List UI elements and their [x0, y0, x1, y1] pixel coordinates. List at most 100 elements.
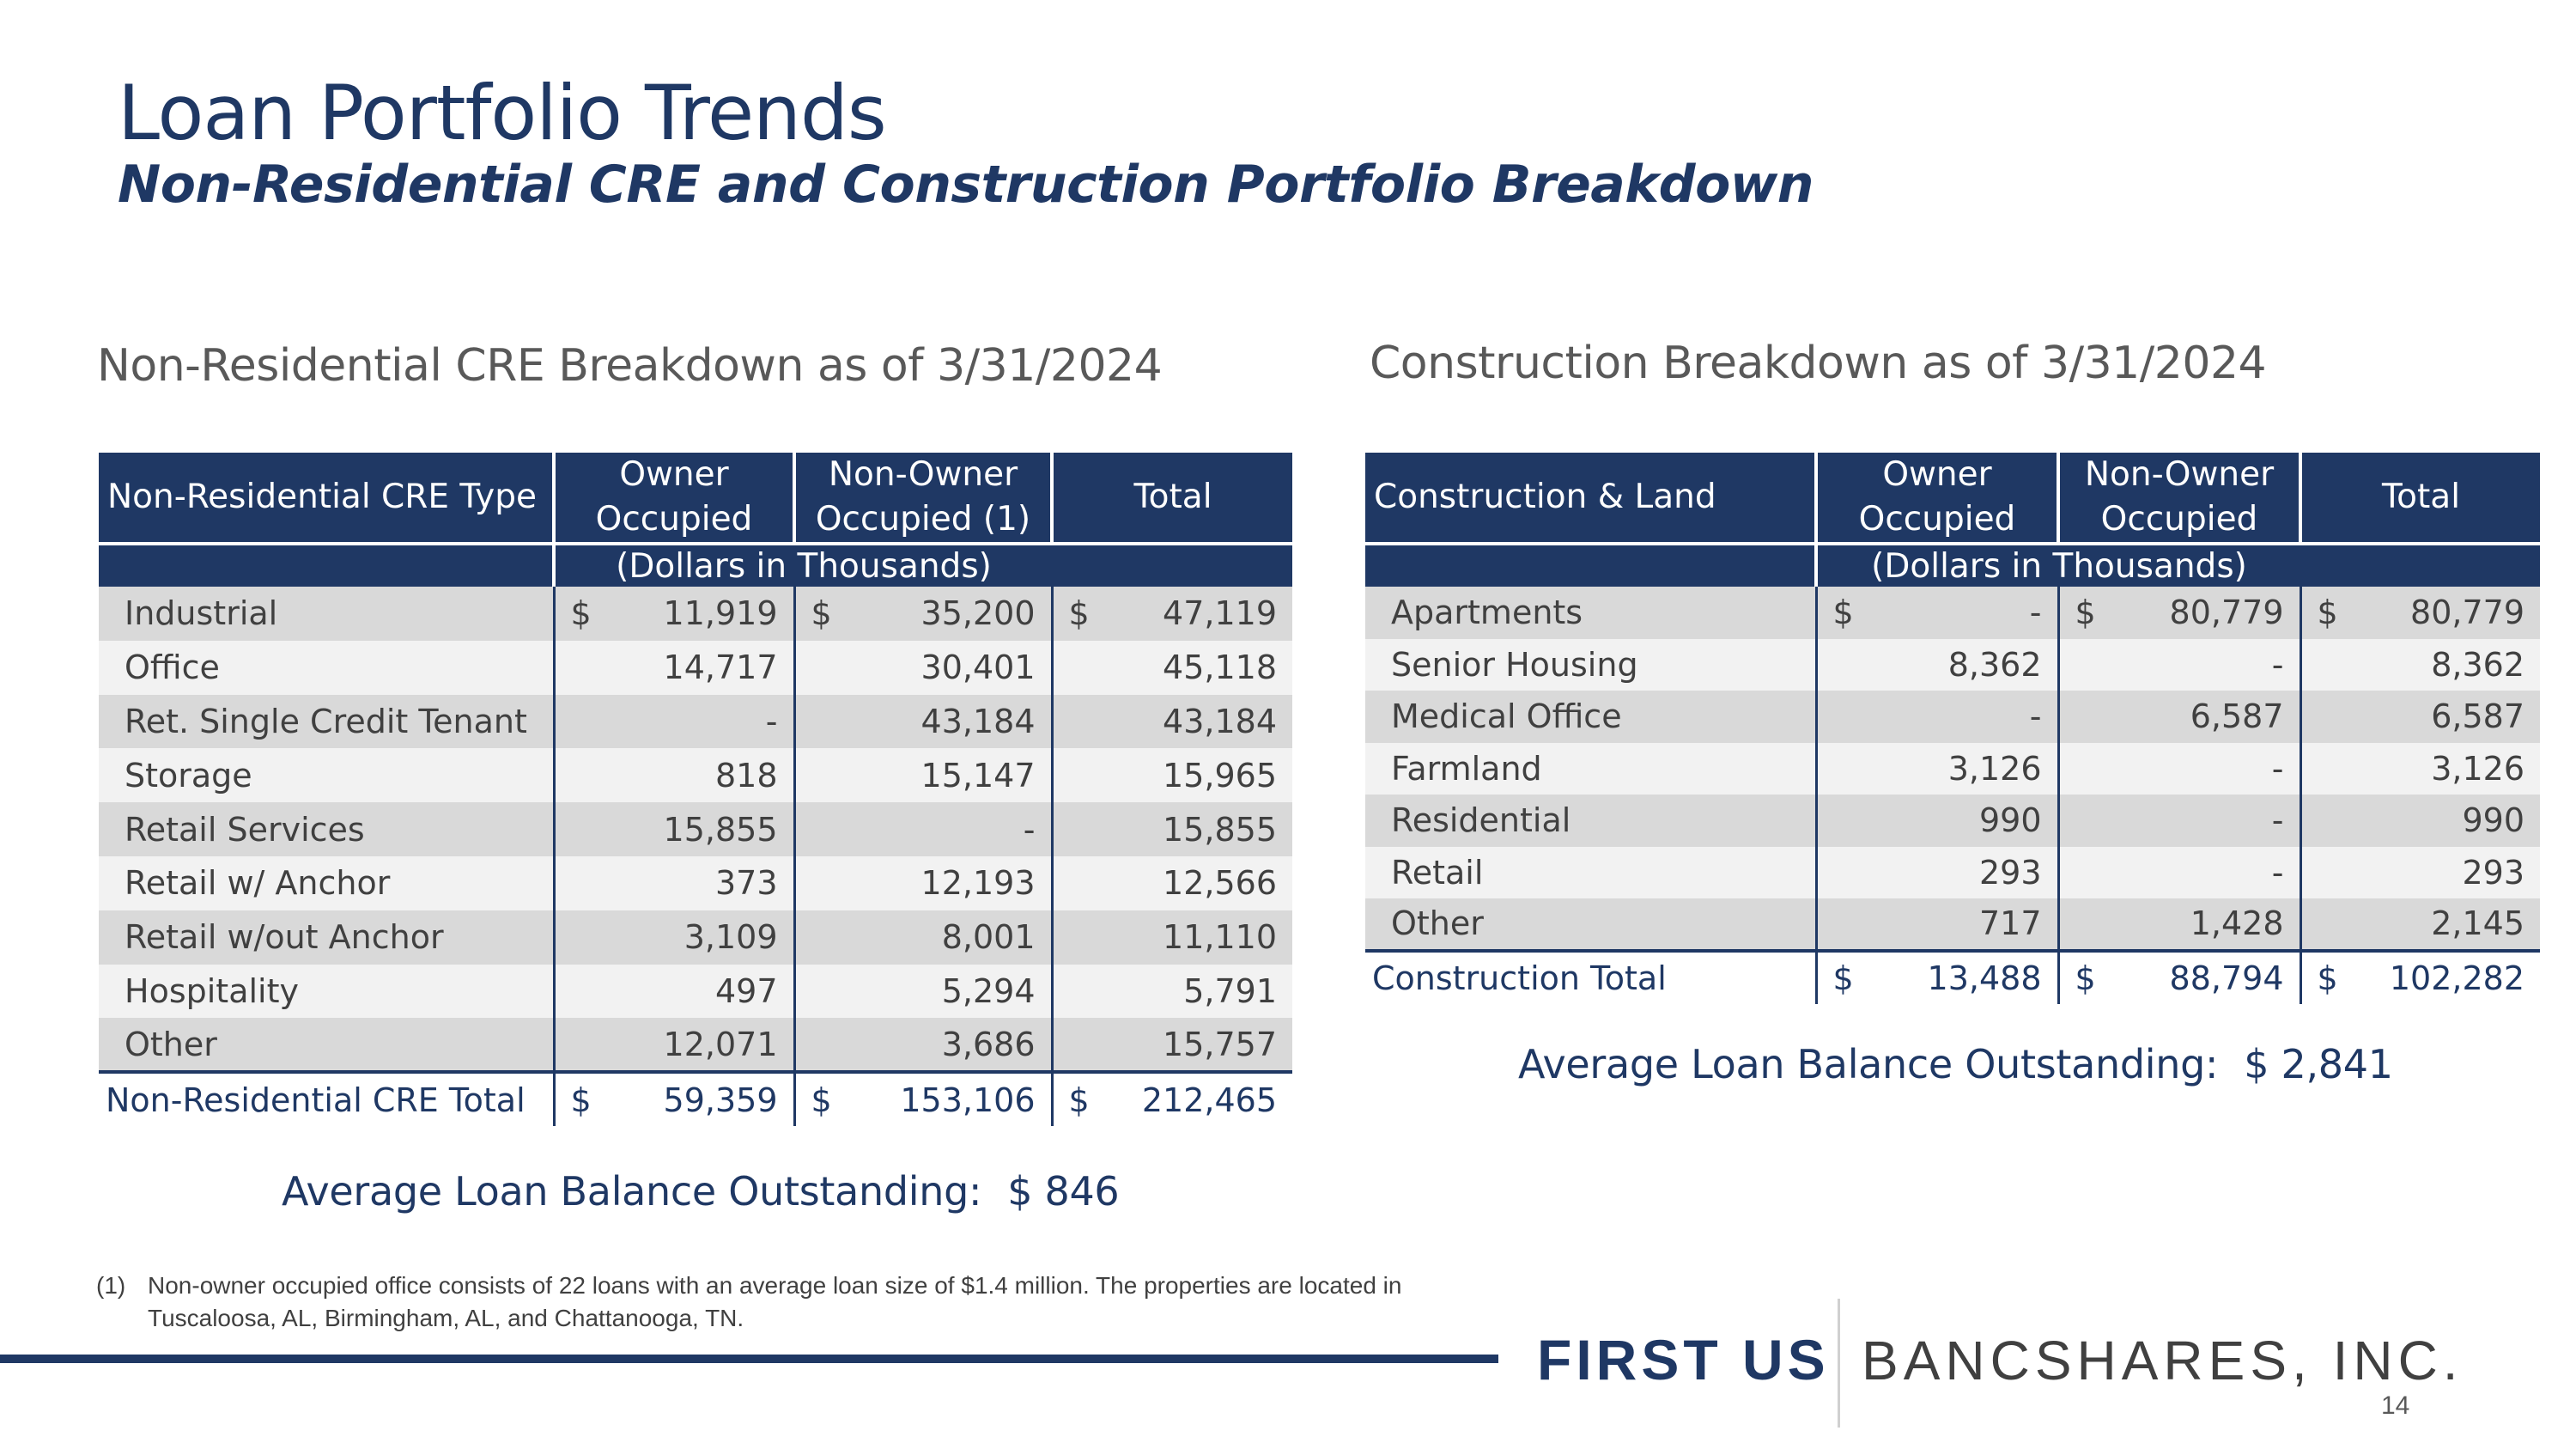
cre-row-owner: 497 — [552, 964, 794, 1019]
construction-row-owner-value: 990 — [1978, 801, 2042, 840]
construction-row-owner-value: 8,362 — [1947, 645, 2042, 684]
cre-row-owner: $11,919 — [552, 587, 794, 641]
page-subtitle: Non-Residential CRE and Construction Por… — [118, 155, 1814, 215]
construction-row-label: Residential — [1365, 795, 1816, 847]
construction-row-total-value: 6,587 — [2431, 697, 2524, 736]
construction-units-blank — [1365, 542, 1818, 587]
currency-symbol: $ — [1068, 1081, 1090, 1119]
construction-col-nonowner-line1: Non-Owner — [2084, 455, 2275, 494]
construction-row-owner: 8,362 — [1814, 638, 2058, 691]
construction-row-owner: 717 — [1814, 898, 2058, 951]
construction-row-label: Other — [1365, 898, 1816, 951]
cre-row-label: Industrial — [99, 587, 554, 641]
cre-col-total: Total — [1050, 453, 1292, 544]
table-row: Residential 990 - 990 — [1365, 795, 2540, 847]
footnote-text: Non-owner occupied office consists of 22… — [148, 1272, 1402, 1331]
construction-row-label: Farmland — [1365, 742, 1816, 795]
construction-row-total: 990 — [2299, 795, 2540, 847]
construction-row-total: 8,362 — [2299, 638, 2540, 691]
table-row: Other 12,071 3,686 15,757 — [99, 1018, 1292, 1073]
cre-row-total: $47,119 — [1050, 587, 1292, 641]
construction-row-nonowner: 6,587 — [2057, 691, 2300, 743]
logo-divider — [1838, 1299, 1840, 1428]
construction-row-total: 293 — [2299, 846, 2540, 898]
table-row: Retail w/out Anchor 3,109 8,001 11,110 — [99, 910, 1292, 965]
cre-row-owner: 12,071 — [552, 1018, 794, 1073]
construction-table-body: Apartments $ - $80,779 $80,779 Senior Housing… — [1365, 587, 2540, 951]
construction-total-label: Construction Total — [1365, 948, 1816, 1004]
cre-row-owner-value: - — [765, 702, 778, 740]
currency-symbol: $ — [1068, 594, 1090, 633]
cre-row-nonowner-value: 5,294 — [941, 971, 1036, 1010]
cre-row-owner: 373 — [552, 855, 794, 910]
construction-col-nonowner: Non-Owner Occupied — [2057, 453, 2300, 544]
currency-symbol: $ — [811, 594, 832, 633]
cre-row-owner-value: 818 — [714, 756, 778, 795]
cre-row-nonowner: 12,193 — [793, 855, 1052, 910]
footnote-marker: (1) — [96, 1272, 126, 1299]
cre-row-label: Retail w/ Anchor — [99, 855, 554, 910]
cre-units-label: (Dollars in Thousands) — [554, 542, 1052, 587]
cre-row-owner-value: 14,717 — [663, 648, 778, 687]
cre-row-owner: 3,109 — [552, 910, 794, 965]
cre-row-nonowner-value: - — [1023, 810, 1036, 849]
cre-total-owner: $59,359 — [552, 1070, 794, 1127]
cre-row-nonowner-value: 3,686 — [941, 1025, 1036, 1063]
construction-average-value: $ 2,841 — [2244, 1041, 2393, 1087]
table-row: Apartments $ - $80,779 $80,779 — [1365, 587, 2540, 639]
cre-row-owner-value: 11,919 — [663, 594, 778, 633]
construction-total-nonowner: $88,794 — [2057, 948, 2300, 1004]
cre-row-owner-value: 15,855 — [663, 810, 778, 849]
construction-row-total-value: 3,126 — [2431, 749, 2524, 788]
construction-row-nonowner: 1,428 — [2057, 898, 2300, 951]
construction-row-nonowner-value: 80,779 — [2169, 594, 2284, 632]
cre-row-nonowner: 5,294 — [793, 964, 1052, 1019]
cre-row-label: Retail w/out Anchor — [99, 910, 554, 965]
construction-row-owner: 293 — [1814, 846, 2058, 898]
cre-row-total-value: 15,965 — [1163, 756, 1277, 795]
construction-total-owner-value: 13,488 — [1927, 959, 2042, 997]
cre-row-nonowner-value: 30,401 — [920, 648, 1036, 687]
construction-row-owner-value: 717 — [1978, 904, 2042, 943]
cre-row-total-value: 47,119 — [1163, 594, 1277, 633]
table-row: Farmland 3,126 - 3,126 — [1365, 742, 2540, 795]
table-row: Hospitality 497 5,294 5,791 — [99, 964, 1292, 1019]
construction-average-label: Average Loan Balance Outstanding: — [1518, 1041, 2219, 1087]
construction-average-balance: Average Loan Balance Outstanding: $ 2,841 — [1518, 1041, 2393, 1087]
construction-row-nonowner-value: 1,428 — [2190, 904, 2284, 943]
cre-col-owner: Owner Occupied — [552, 453, 794, 544]
construction-row-nonowner: - — [2057, 846, 2300, 898]
cre-row-nonowner: 15,147 — [793, 748, 1052, 803]
cre-table: Non-Residential CRE Type Owner Occupied N… — [99, 453, 1292, 1127]
construction-row-nonowner: - — [2057, 795, 2300, 847]
construction-table: Construction & Land Owner Occupied Non-Ow… — [1365, 453, 2540, 1004]
construction-row-label: Medical Office — [1365, 691, 1816, 743]
currency-symbol: $ — [2075, 594, 2096, 632]
cre-row-nonowner: 30,401 — [793, 640, 1052, 695]
cre-row-nonowner-value: 12,193 — [920, 864, 1036, 903]
currency-symbol: $ — [2075, 959, 2096, 997]
cre-row-nonowner: - — [793, 802, 1052, 856]
construction-row-nonowner-value: - — [2271, 853, 2284, 892]
cre-total-label: Non-Residential CRE Total — [99, 1070, 554, 1127]
construction-row-owner: - — [1814, 691, 2058, 743]
construction-row-total-value: 293 — [2462, 853, 2524, 892]
table-row: Retail Services 15,855 - 15,855 — [99, 802, 1292, 856]
construction-total-total: $102,282 — [2299, 948, 2540, 1004]
cre-average-label: Average Loan Balance Outstanding: — [282, 1168, 982, 1215]
construction-total-total-value: 102,282 — [2389, 959, 2524, 997]
table-row: Office 14,717 30,401 45,118 — [99, 640, 1292, 695]
table-row: Retail w/ Anchor 373 12,193 12,566 — [99, 855, 1292, 910]
footer-rule — [0, 1355, 1498, 1363]
cre-table-body: Industrial $11,919 $35,200 $47,119 Office 14,… — [99, 587, 1292, 1073]
cre-row-total-value: 15,855 — [1163, 810, 1277, 849]
construction-col-owner-line1: Owner — [1882, 455, 1992, 494]
construction-row-nonowner: - — [2057, 638, 2300, 691]
cre-row-owner-value: 3,109 — [683, 918, 778, 957]
cre-row-nonowner: 3,686 — [793, 1018, 1052, 1073]
currency-symbol: $ — [1832, 594, 1854, 632]
construction-row-nonowner: $80,779 — [2057, 587, 2300, 639]
cre-total-owner-value: 59,359 — [663, 1081, 778, 1119]
cre-row-owner: - — [552, 694, 794, 749]
construction-row-owner-value: 293 — [1978, 853, 2042, 892]
